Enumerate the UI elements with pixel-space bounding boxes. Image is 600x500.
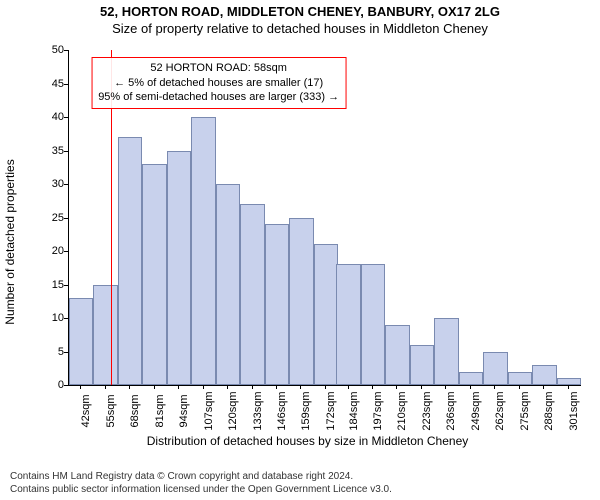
x-tick-label: 107sqm <box>203 391 215 430</box>
x-tick-mark <box>543 385 544 389</box>
histogram-bar <box>167 151 191 386</box>
x-tick-label: 288sqm <box>543 391 555 430</box>
x-tick-label: 210sqm <box>396 391 408 430</box>
y-tick-label: 15 <box>30 279 64 291</box>
x-tick-label: 184sqm <box>348 391 360 430</box>
annotation-line: 52 HORTON ROAD: 58sqm <box>98 61 339 76</box>
x-tick-mark <box>227 385 228 389</box>
histogram-bar <box>142 164 166 385</box>
y-tick-label: 10 <box>30 312 64 324</box>
y-tick-label: 25 <box>30 212 64 224</box>
x-tick-label: 159sqm <box>300 391 312 430</box>
x-tick-mark <box>105 385 106 389</box>
histogram-bar <box>240 204 264 385</box>
y-tick-mark <box>64 318 68 319</box>
y-tick-mark <box>64 184 68 185</box>
histogram-bar <box>385 325 409 385</box>
y-tick-mark <box>64 50 68 51</box>
histogram-bar <box>336 264 360 385</box>
histogram-bar <box>532 365 556 385</box>
x-tick-label: 133sqm <box>252 391 264 430</box>
x-tick-mark <box>519 385 520 389</box>
y-tick-label: 40 <box>30 111 64 123</box>
histogram-bar <box>289 218 313 386</box>
x-tick-label: 81sqm <box>154 394 166 427</box>
histogram-bar <box>314 244 338 385</box>
x-tick-mark <box>154 385 155 389</box>
x-tick-mark <box>80 385 81 389</box>
x-tick-mark <box>203 385 204 389</box>
x-tick-label: 94sqm <box>178 394 190 427</box>
x-tick-mark <box>372 385 373 389</box>
x-tick-mark <box>178 385 179 389</box>
footer-attribution: Contains HM Land Registry data © Crown c… <box>10 471 392 496</box>
x-tick-mark <box>445 385 446 389</box>
annotation-line: 95% of semi-detached houses are larger (… <box>98 90 339 105</box>
chart-container: Number of detached properties 52 HORTON … <box>30 42 585 442</box>
x-tick-mark <box>325 385 326 389</box>
histogram-bar <box>69 298 93 385</box>
x-axis-label: Distribution of detached houses by size … <box>30 434 585 448</box>
histogram-bar <box>191 117 215 385</box>
histogram-bar <box>434 318 458 385</box>
y-tick-mark <box>64 385 68 386</box>
x-tick-label: 55sqm <box>105 394 117 427</box>
x-tick-mark <box>300 385 301 389</box>
x-tick-label: 146sqm <box>276 391 288 430</box>
y-tick-mark <box>64 285 68 286</box>
histogram-bar <box>557 378 581 385</box>
x-tick-label: 236sqm <box>445 391 457 430</box>
y-tick-mark <box>64 251 68 252</box>
x-tick-mark <box>396 385 397 389</box>
y-tick-label: 45 <box>30 78 64 90</box>
x-tick-label: 301sqm <box>568 391 580 430</box>
y-tick-label: 5 <box>30 346 64 358</box>
x-tick-label: 120sqm <box>227 391 239 430</box>
y-tick-label: 20 <box>30 245 64 257</box>
histogram-bar <box>361 264 385 385</box>
y-axis-label: Number of detached properties <box>3 159 17 324</box>
annotation-callout: 52 HORTON ROAD: 58sqm← 5% of detached ho… <box>91 57 346 110</box>
x-tick-label: 42sqm <box>80 394 92 427</box>
annotation-line: ← 5% of detached houses are smaller (17) <box>98 76 339 91</box>
x-tick-label: 68sqm <box>129 394 141 427</box>
histogram-bar <box>93 285 117 386</box>
x-tick-mark <box>568 385 569 389</box>
y-tick-mark <box>64 84 68 85</box>
x-tick-label: 197sqm <box>372 391 384 430</box>
y-tick-label: 50 <box>30 44 64 56</box>
histogram-bar <box>216 184 240 385</box>
x-tick-mark <box>129 385 130 389</box>
x-tick-mark <box>494 385 495 389</box>
x-tick-label: 172sqm <box>325 391 337 430</box>
histogram-bar <box>508 372 532 385</box>
y-tick-mark <box>64 352 68 353</box>
x-tick-label: 275sqm <box>519 391 531 430</box>
x-tick-label: 223sqm <box>421 391 433 430</box>
y-tick-mark <box>64 218 68 219</box>
y-tick-mark <box>64 151 68 152</box>
x-tick-label: 249sqm <box>470 391 482 430</box>
histogram-bar <box>410 345 434 385</box>
x-tick-mark <box>421 385 422 389</box>
x-tick-label: 262sqm <box>494 391 506 430</box>
histogram-bar <box>483 352 507 386</box>
y-tick-label: 30 <box>30 178 64 190</box>
footer-line2: Contains public sector information licen… <box>10 484 392 497</box>
title-address: 52, HORTON ROAD, MIDDLETON CHENEY, BANBU… <box>0 4 600 19</box>
histogram-bar <box>459 372 483 385</box>
histogram-bar <box>265 224 289 385</box>
plot-area: 52 HORTON ROAD: 58sqm← 5% of detached ho… <box>68 50 581 386</box>
title-subtitle: Size of property relative to detached ho… <box>0 21 600 36</box>
y-tick-label: 0 <box>30 379 64 391</box>
x-tick-mark <box>276 385 277 389</box>
histogram-bar <box>118 137 142 385</box>
y-tick-label: 35 <box>30 145 64 157</box>
y-tick-mark <box>64 117 68 118</box>
x-tick-mark <box>470 385 471 389</box>
x-tick-mark <box>252 385 253 389</box>
chart-title-block: 52, HORTON ROAD, MIDDLETON CHENEY, BANBU… <box>0 0 600 36</box>
footer-line1: Contains HM Land Registry data © Crown c… <box>10 471 392 484</box>
x-tick-mark <box>348 385 349 389</box>
